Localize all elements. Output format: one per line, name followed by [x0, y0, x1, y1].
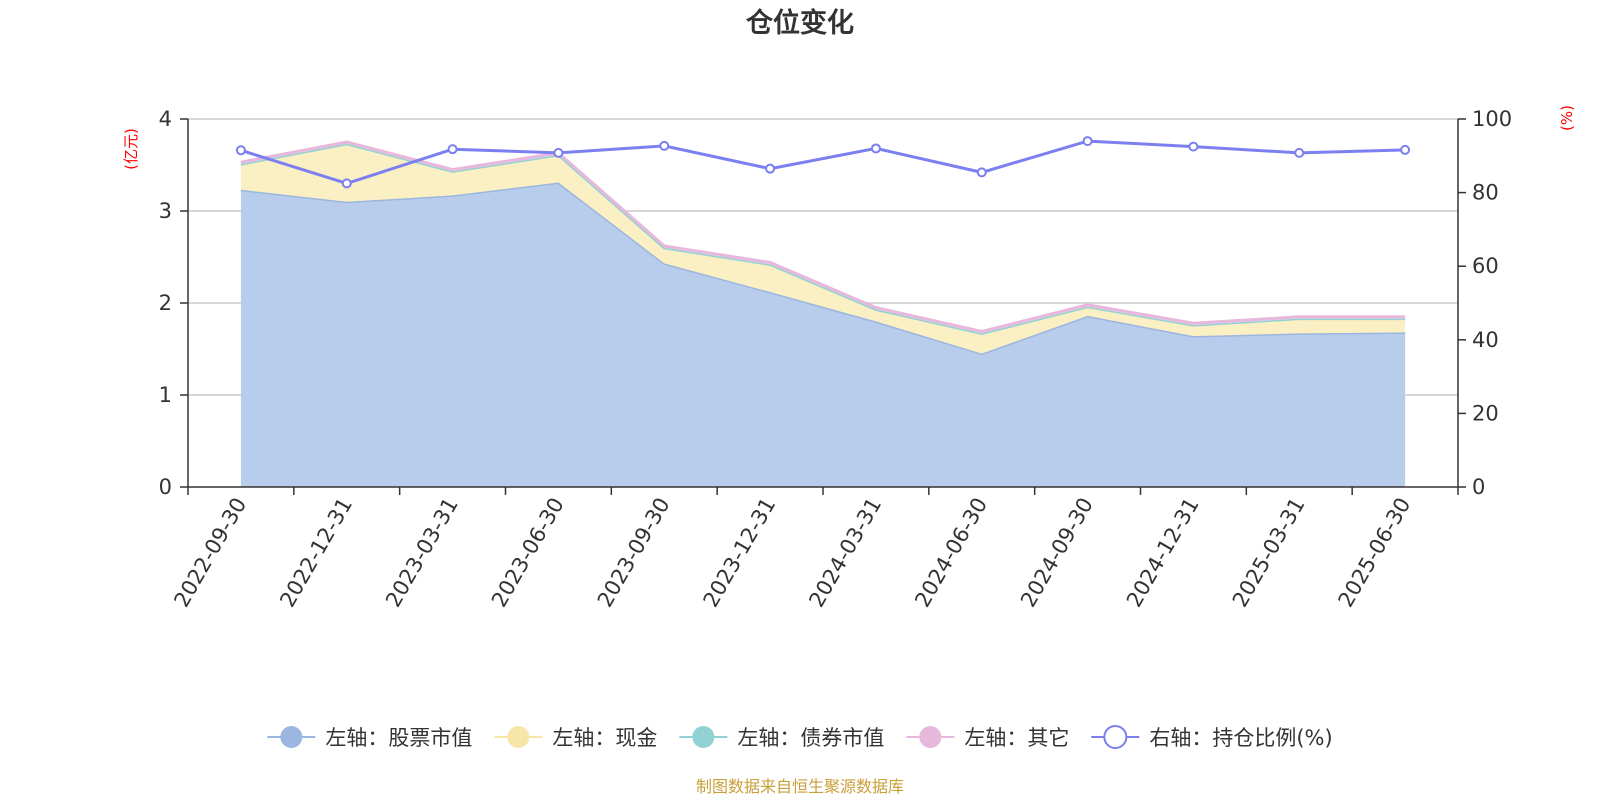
ratio-point — [447, 144, 458, 155]
legend-item: 左轴：其它 — [906, 726, 1069, 750]
ratio-point — [1188, 141, 1199, 152]
legend-label: 左轴：股票市值 — [325, 726, 472, 750]
legend-circle-icon — [919, 726, 942, 748]
right-axis-unit: (%) — [1558, 105, 1576, 131]
ratio-point — [553, 147, 564, 158]
stacked-areas — [240, 140, 1406, 487]
legend: 左轴：股票市值 左轴：现金 左轴：债券市值 左轴：其它 右轴：持仓比例(%) — [267, 725, 1333, 750]
left-axis-tick-label: 0 — [159, 475, 172, 499]
line-右轴：持仓比例(%) — [240, 139, 1406, 185]
right-axis-tick-label: 0 — [1472, 475, 1485, 499]
source-note: 制图数据来自恒生聚源数据库 — [696, 777, 904, 796]
ratio-point — [976, 167, 987, 178]
ratio-point — [235, 145, 246, 156]
left-axis-unit: (亿元) — [122, 128, 140, 170]
left-axis-tick-label: 4 — [159, 107, 172, 131]
x-axis-tick-label: 2023-12-31 — [699, 494, 781, 612]
x-axis-tick-label: 2024-12-31 — [1122, 494, 1204, 612]
area-edge-左轴：其它 — [240, 140, 1406, 334]
x-axis-tick-label: 2023-03-31 — [381, 494, 463, 612]
legend-circle-icon — [507, 726, 530, 748]
legend-label: 右轴：持仓比例(%) — [1149, 726, 1332, 750]
ratio-line-series — [235, 136, 1411, 189]
x-axis-tick-label: 2024-06-30 — [910, 494, 992, 612]
x-axis-tick-label: 2023-09-30 — [593, 494, 675, 612]
right-axis-tick-label: 40 — [1472, 328, 1499, 352]
right-axis-tick-label: 80 — [1472, 181, 1499, 205]
right-axis-tick-label: 20 — [1472, 401, 1499, 425]
legend-item: 左轴：债券市值 — [679, 726, 884, 750]
x-axis-tick-label: 2025-06-30 — [1334, 494, 1416, 612]
legend-circle-icon — [1103, 725, 1128, 749]
area-左轴：股票市值 — [240, 182, 1406, 487]
x-axis-tick-label: 2022-12-31 — [275, 494, 357, 612]
ratio-point — [659, 140, 670, 151]
ratio-point — [1400, 144, 1411, 155]
chart-title: 仓位变化 — [745, 7, 854, 39]
x-axis-tick-label: 2024-03-31 — [804, 494, 886, 612]
ratio-point — [765, 163, 776, 174]
x-axis-tick-label: 2024-09-30 — [1016, 494, 1098, 612]
legend-circle-icon — [692, 726, 715, 748]
ratio-point — [1294, 147, 1305, 158]
right-axis-tick-label: 60 — [1472, 254, 1499, 278]
legend-label: 左轴：其它 — [964, 726, 1069, 750]
x-axis-tick-label: 2022-09-30 — [169, 494, 251, 612]
x-axis-tick-label: 2025-03-31 — [1228, 494, 1310, 612]
legend-circle-icon — [280, 726, 303, 748]
left-axis-tick-label: 1 — [159, 383, 172, 407]
left-axis-tick-label: 3 — [159, 199, 172, 223]
left-axis-tick-label: 2 — [159, 291, 172, 315]
right-axis-tick-label: 100 — [1472, 107, 1512, 131]
legend-label: 左轴：现金 — [552, 726, 657, 750]
legend-item: 左轴：股票市值 — [267, 726, 472, 750]
ratio-point — [870, 143, 881, 154]
ratio-point — [1082, 136, 1093, 147]
x-axis-tick-label: 2023-06-30 — [487, 494, 569, 612]
legend-label: 左轴：债券市值 — [737, 726, 884, 750]
area-左轴：现金 — [240, 143, 1406, 354]
legend-item: 右轴：持仓比例(%) — [1091, 725, 1333, 750]
legend-item: 左轴：现金 — [494, 726, 657, 750]
ratio-point — [341, 178, 352, 189]
